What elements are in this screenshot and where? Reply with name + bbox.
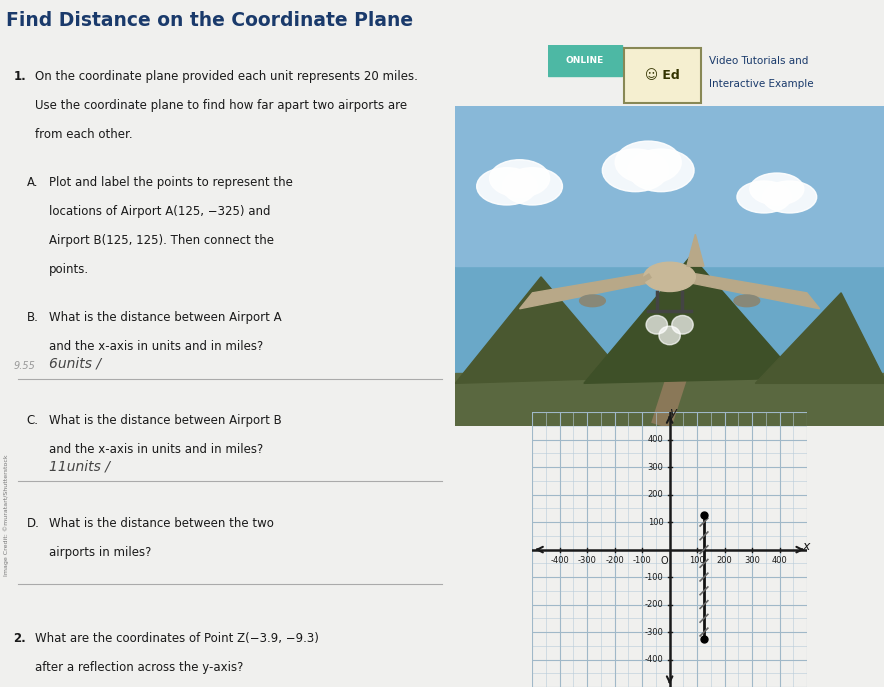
Text: What is the distance between Airport A: What is the distance between Airport A <box>49 311 281 324</box>
Text: after a reflection across the y-axis?: after a reflection across the y-axis? <box>35 662 244 675</box>
Text: -100: -100 <box>633 556 652 565</box>
Ellipse shape <box>580 295 606 306</box>
Text: ONLINE: ONLINE <box>566 56 604 65</box>
Text: Plot and label the points to represent the: Plot and label the points to represent t… <box>49 177 293 190</box>
Text: -100: -100 <box>644 572 664 582</box>
Ellipse shape <box>763 181 817 213</box>
Text: locations of Airport A(125, −325) and: locations of Airport A(125, −325) and <box>49 205 271 218</box>
Ellipse shape <box>659 326 681 345</box>
FancyBboxPatch shape <box>624 48 701 103</box>
Ellipse shape <box>737 181 791 213</box>
Text: D.: D. <box>27 517 40 530</box>
Text: 6units /: 6units / <box>49 357 101 371</box>
Polygon shape <box>584 256 798 383</box>
Text: 200: 200 <box>717 556 733 565</box>
Text: Interactive Example: Interactive Example <box>709 79 814 89</box>
Text: 100: 100 <box>690 556 705 565</box>
Ellipse shape <box>734 295 759 306</box>
Bar <box>548 45 622 76</box>
Text: What is the distance between the two: What is the distance between the two <box>49 517 273 530</box>
Text: 9.55: 9.55 <box>13 361 35 371</box>
Text: 2.: 2. <box>13 633 26 645</box>
Polygon shape <box>520 271 657 309</box>
Text: On the coordinate plane provided each unit represents 20 miles.: On the coordinate plane provided each un… <box>35 70 418 83</box>
Text: Image Credit: ©muratart/Shutterstock: Image Credit: ©muratart/Shutterstock <box>4 454 9 576</box>
Text: 400: 400 <box>772 556 788 565</box>
Ellipse shape <box>602 149 668 192</box>
Text: What are the coordinates of Point Z(−3.9, −9.3): What are the coordinates of Point Z(−3.9… <box>35 633 319 645</box>
Text: 11units /: 11units / <box>49 460 110 473</box>
Ellipse shape <box>490 160 550 197</box>
Text: ☺ Ed: ☺ Ed <box>645 69 680 82</box>
Text: Airport B(125, 125). Then connect the: Airport B(125, 125). Then connect the <box>49 234 274 247</box>
Ellipse shape <box>672 315 693 334</box>
Text: 300: 300 <box>744 556 760 565</box>
Text: O: O <box>661 556 668 565</box>
Text: Use the coordinate plane to find how far apart two airports are: Use the coordinate plane to find how far… <box>35 99 408 112</box>
Ellipse shape <box>615 141 682 183</box>
Text: C.: C. <box>27 414 39 427</box>
Polygon shape <box>682 271 819 309</box>
Bar <box>455 106 884 267</box>
Polygon shape <box>687 234 704 267</box>
Ellipse shape <box>628 149 694 192</box>
Bar <box>455 372 884 426</box>
Text: -400: -400 <box>644 655 664 664</box>
Text: x: x <box>803 540 810 553</box>
Text: 100: 100 <box>648 517 664 527</box>
Text: 300: 300 <box>648 462 664 472</box>
Polygon shape <box>455 277 627 383</box>
Text: -400: -400 <box>551 556 569 565</box>
Ellipse shape <box>476 168 537 205</box>
Text: -200: -200 <box>606 556 624 565</box>
Ellipse shape <box>646 315 667 334</box>
Text: 200: 200 <box>648 490 664 499</box>
Text: -200: -200 <box>644 600 664 609</box>
Text: y: y <box>669 406 676 419</box>
Ellipse shape <box>502 168 562 205</box>
Text: Video Tutorials and: Video Tutorials and <box>709 56 809 66</box>
Text: A.: A. <box>27 177 38 190</box>
Text: -300: -300 <box>578 556 597 565</box>
Ellipse shape <box>750 173 804 205</box>
Text: and the x-axis in units and in miles?: and the x-axis in units and in miles? <box>49 443 263 456</box>
Text: B.: B. <box>27 311 38 324</box>
Text: What is the distance between Airport B: What is the distance between Airport B <box>49 414 281 427</box>
Ellipse shape <box>644 262 696 291</box>
Text: 400: 400 <box>648 435 664 444</box>
Text: -300: -300 <box>644 627 664 637</box>
Text: points.: points. <box>49 263 88 276</box>
Text: 1.: 1. <box>13 70 26 83</box>
Text: airports in miles?: airports in miles? <box>49 545 151 559</box>
Text: and the x-axis in units and in miles?: and the x-axis in units and in miles? <box>49 340 263 353</box>
Text: Find Distance on the Coordinate Plane: Find Distance on the Coordinate Plane <box>6 10 414 30</box>
Text: from each other.: from each other. <box>35 128 133 141</box>
Polygon shape <box>755 293 884 383</box>
